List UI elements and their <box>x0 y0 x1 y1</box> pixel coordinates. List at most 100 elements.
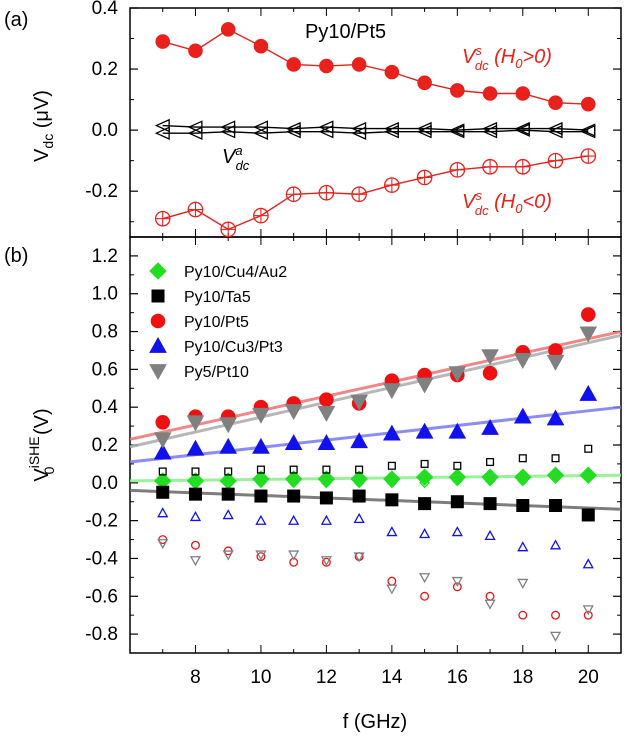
fit-line-2 <box>129 405 622 464</box>
y-tick-label: 0.0 <box>92 120 118 141</box>
x-axis-label: f (GHz) <box>343 711 407 733</box>
point-a-3-1 <box>187 126 203 140</box>
point-open-1-7 <box>387 461 396 470</box>
panel-b-ticks: 1.2 1.0 0.8 0.6 0.4 0.2 0.0 -0.2 -0.4 -0.6 -0.8 8 10… <box>85 237 622 688</box>
point-filled-1-4 <box>287 489 301 503</box>
point-a-1-9 <box>449 161 466 178</box>
point-open-0-12 <box>550 471 561 483</box>
point-open-2-12 <box>551 610 561 620</box>
point-open-3-0 <box>157 507 169 518</box>
sample-label: Py10/Pt5 <box>305 21 386 43</box>
point-a-1-6 <box>351 186 367 203</box>
point-a-1-8 <box>416 169 433 186</box>
point-filled-2-5 <box>319 392 334 407</box>
point-open-2-7 <box>387 576 397 586</box>
fit-line-0 <box>129 330 622 441</box>
point-filled-4-6 <box>350 394 368 411</box>
point-a-3-12 <box>547 124 563 139</box>
point-a-0-11 <box>515 86 531 101</box>
point-filled-3-0 <box>153 443 172 460</box>
point-filled-4-3 <box>252 407 270 424</box>
x-tick-label: 14 <box>381 667 403 688</box>
point-filled-4-12 <box>546 354 565 371</box>
point-a-1-4 <box>285 186 302 203</box>
point-open-1-4 <box>289 465 298 474</box>
point-filled-1-3 <box>254 489 268 503</box>
point-open-1-11 <box>518 454 527 463</box>
point-filled-4-1 <box>186 415 205 432</box>
y-tick-label: 1.0 <box>92 284 118 305</box>
point-a-3-6 <box>351 126 367 140</box>
point-filled-4-2 <box>219 417 238 434</box>
point-a-3-7 <box>383 124 399 139</box>
point-open-4-1 <box>189 556 202 567</box>
point-filled-4-7 <box>383 383 401 400</box>
point-open-1-3 <box>256 465 265 474</box>
y-tick-label: -0.6 <box>85 586 118 607</box>
point-open-2-11 <box>518 610 528 620</box>
y-tick-label: -0.4 <box>85 548 118 569</box>
point-open-0-2 <box>222 477 234 489</box>
point-a-0-8 <box>417 75 432 91</box>
point-filled-3-6 <box>350 432 368 449</box>
panel-b-plot <box>153 307 598 642</box>
point-filled-1-13 <box>581 508 595 522</box>
point-a-0-4 <box>286 57 301 72</box>
point-open-1-9 <box>453 461 462 470</box>
point-filled-0-12 <box>546 466 565 484</box>
point-a-1-7 <box>384 177 400 193</box>
point-filled-1-10 <box>483 497 497 511</box>
point-open-1-10 <box>486 457 495 467</box>
y-tick-label: 0.4 <box>92 397 119 418</box>
point-open-4-7 <box>386 584 398 595</box>
point-filled-1-1 <box>188 487 202 501</box>
y-tick-label: 0.8 <box>92 322 118 343</box>
vs-positive-label: Vs dc (H0>0) <box>462 43 552 73</box>
point-filled-4-10 <box>481 349 499 366</box>
point-filled-1-11 <box>516 499 530 513</box>
point-open-4-2 <box>222 550 234 561</box>
point-a-1-13 <box>580 148 597 164</box>
x-tick-label: 16 <box>447 667 468 688</box>
point-filled-3-4 <box>284 434 303 451</box>
point-filled-3-5 <box>317 434 336 451</box>
point-open-3-9 <box>451 526 463 537</box>
point-filled-3-2 <box>219 437 238 454</box>
point-open-0-9 <box>451 475 463 487</box>
point-open-2-10 <box>485 591 495 601</box>
point-a-3-4 <box>285 124 301 139</box>
point-open-1-2 <box>224 467 233 476</box>
point-a-0-7 <box>384 64 400 80</box>
point-a-1-10 <box>482 158 498 175</box>
point-filled-4-11 <box>513 353 532 369</box>
point-open-4-0 <box>157 539 169 550</box>
point-open-3-3 <box>255 514 267 525</box>
point-open-0-4 <box>288 477 300 489</box>
point-filled-3-1 <box>186 439 205 456</box>
point-a-3-5 <box>318 124 334 139</box>
point-filled-4-9 <box>448 366 467 383</box>
point-open-0-10 <box>484 475 496 487</box>
point-open-3-6 <box>353 512 365 523</box>
point-open-1-1 <box>191 467 200 476</box>
point-a-0-13 <box>580 96 596 112</box>
legend-label-3: Py10/Cu3/Pt3 <box>184 339 283 356</box>
point-open-0-1 <box>190 477 201 489</box>
point-open-3-2 <box>222 509 234 520</box>
x-tick-label: 12 <box>316 667 337 688</box>
x-tick-label: 20 <box>578 667 599 688</box>
point-a-0-3 <box>253 38 269 54</box>
point-filled-4-4 <box>284 404 303 420</box>
point-open-0-13 <box>582 469 594 481</box>
legend-label-0: Py10/Cu4/Au2 <box>184 264 287 281</box>
point-filled-1-9 <box>450 495 464 509</box>
vs-negative-label: Vs dc (H0<0) <box>462 188 552 218</box>
point-open-2-9 <box>452 582 462 592</box>
legend-marker-1 <box>151 289 165 303</box>
point-a-0-10 <box>482 86 498 101</box>
point-a-3-0 <box>154 126 170 140</box>
x-tick-label: 10 <box>250 667 271 688</box>
panel-a-ylabel: Vdc (μV) <box>31 90 56 162</box>
point-a-0-5 <box>319 58 334 74</box>
